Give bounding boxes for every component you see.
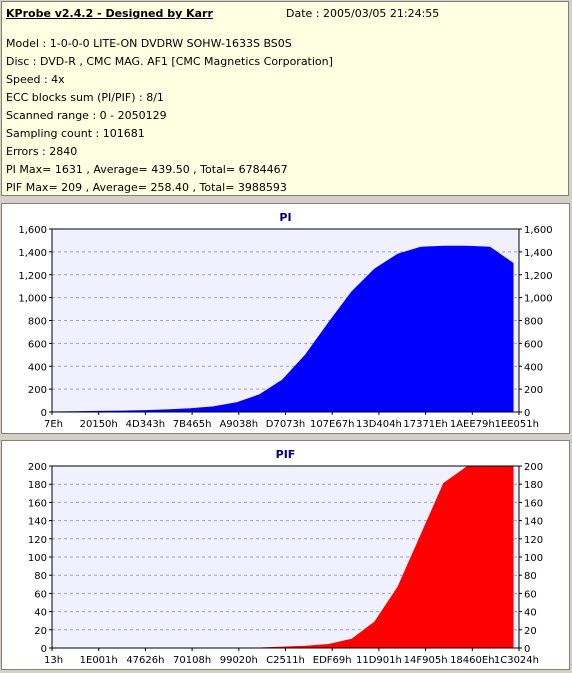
- pif-ytick-label-left: 20: [34, 626, 47, 637]
- pi-chart-panel: PI 0 0 200 200 400 400 600 600 800 800 1,000 1,000 1,…: [1, 203, 570, 434]
- ecc-line: ECC blocks sum (PI/PIF) : 8/1: [6, 91, 164, 104]
- pi-ytick-label-right: 400: [524, 362, 543, 373]
- pi-ytick-label-left: 1,600: [18, 225, 47, 236]
- pif-ytick-label-right: 180: [524, 480, 543, 491]
- pif-ytick-label-right: 40: [524, 608, 537, 619]
- pi-ytick-label-left: 1,200: [18, 271, 47, 282]
- range-line: Scanned range : 0 - 2050129: [6, 109, 167, 122]
- pif-ytick-label-left: 80: [34, 571, 47, 582]
- pi-xtick-label: 20150h: [80, 419, 118, 430]
- pif-ytick-label-right: 140: [524, 517, 543, 528]
- pif-xtick-label: 47626h: [126, 655, 164, 666]
- pif-ytick-label-left: 60: [34, 589, 47, 600]
- pi-xtick-label: 7Eh: [44, 419, 63, 430]
- pi-plot-border: [51, 228, 520, 413]
- pif-ytick-label-left: 40: [34, 608, 47, 619]
- pif-ytick-label-right: 200: [524, 462, 543, 473]
- pif-ytick-label-left: 100: [28, 553, 47, 564]
- pi-xtick-label: 17371Eh: [403, 419, 447, 430]
- pif-ytick-label-right: 60: [524, 589, 537, 600]
- sampling-line: Sampling count : 101681: [6, 127, 145, 140]
- pi-ytick-label-left: 0: [41, 408, 47, 419]
- pi-ytick-label-left: 1,000: [18, 294, 47, 305]
- scan-date: Date : 2005/03/05 21:24:55: [286, 7, 440, 20]
- pi-ytick-label-left: 200: [28, 385, 47, 396]
- pi-ytick-label-left: 1,400: [18, 248, 47, 259]
- pi-ytick-label-right: 1,200: [524, 271, 553, 282]
- pif-ytick-label-left: 160: [28, 498, 47, 509]
- pi-xtick-label: 1EE051h: [495, 419, 539, 430]
- pif-plot-border: [51, 465, 520, 649]
- pif-ytick-label-left: 180: [28, 480, 47, 491]
- pif-xtick-label: 1C3024h: [494, 655, 539, 666]
- pif-ytick-label-right: 160: [524, 498, 543, 509]
- pi-xtick-label: 107E67h: [310, 419, 354, 430]
- pi-ytick-label-right: 800: [524, 317, 543, 328]
- pi-ytick-label-right: 200: [524, 385, 543, 396]
- pi-xtick-label: 7B465h: [173, 419, 212, 430]
- pif-xtick-label: 99020h: [220, 655, 258, 666]
- pif-ytick-label-right: 0: [524, 644, 530, 655]
- pi-xtick-label: A9038h: [219, 419, 258, 430]
- pi-xtick-label: 1AEE79h: [450, 419, 495, 430]
- pi-ytick-label-left: 400: [28, 362, 47, 373]
- info-panel: KProbe v2.4.2 - Designed by Karr Date : …: [1, 1, 569, 196]
- pif-xtick-label: 13h: [44, 655, 63, 666]
- pif-ytick-label-left: 140: [28, 517, 47, 528]
- pi-ytick-label-left: 800: [28, 317, 47, 328]
- disc-line: Disc : DVD-R , CMC MAG. AF1 [CMC Magneti…: [6, 55, 333, 68]
- pif-ytick-label-right: 80: [524, 571, 537, 582]
- errors-line: Errors : 2840: [6, 145, 78, 158]
- pi-series-area: [51, 245, 514, 413]
- pif-ytick-label-left: 0: [41, 644, 47, 655]
- pi-stats-line: PI Max= 1631 , Average= 439.50 , Total= …: [6, 163, 288, 176]
- model-line: Model : 1-0-0-0 LITE-ON DVDRW SOHW-1633S…: [6, 37, 292, 50]
- pif-ytick-label-right: 100: [524, 553, 543, 564]
- pif-ytick-label-right: 120: [524, 535, 543, 546]
- speed-line: Speed : 4x: [6, 73, 65, 86]
- pif-xtick-label: 70108h: [173, 655, 211, 666]
- pi-ytick-label-right: 1,400: [524, 248, 553, 259]
- pif-xtick-label: 1E001h: [80, 655, 118, 666]
- pi-chart: PI 0 0 200 200 400 400 600 600 800 800 1,000 1,000 1,…: [18, 211, 553, 430]
- pi-ytick-label-left: 600: [28, 339, 47, 350]
- pif-ytick-label-left: 200: [28, 462, 47, 473]
- pi-ytick-label-right: 0: [524, 408, 530, 419]
- pi-ytick-label-right: 600: [524, 339, 543, 350]
- pi-ytick-label-right: 1,000: [524, 294, 553, 305]
- pif-chart-panel: PIF 0 0 20 20 40 40 60 60 80 80 100 100 120 120 140 140 1…: [1, 440, 570, 670]
- pi-xtick-label: 13D404h: [356, 419, 402, 430]
- pif-xtick-label: C2511h: [266, 655, 305, 666]
- pif-chart: PIF 0 0 20 20 40 40 60 60 80 80 100 100 120 120 140 140 1…: [28, 448, 543, 666]
- pif-chart-title: PIF: [276, 448, 296, 461]
- pif-xtick-label: 14F905h: [404, 655, 448, 666]
- pif-stats-line: PIF Max= 209 , Average= 258.40 , Total= …: [6, 181, 287, 194]
- pi-xtick-label: 4D343h: [126, 419, 166, 430]
- pif-ytick-label-right: 20: [524, 626, 537, 637]
- app-title: KProbe v2.4.2 - Designed by Karr: [6, 7, 213, 20]
- pif-xtick-label: 18460Eh: [450, 655, 494, 666]
- pi-xtick-label: D7073h: [266, 419, 306, 430]
- pi-chart-title: PI: [279, 211, 291, 224]
- pi-ytick-label-right: 1,600: [524, 225, 553, 236]
- pif-xtick-label: EDF69h: [313, 655, 352, 666]
- pif-ytick-label-left: 120: [28, 535, 47, 546]
- pif-xtick-label: 11D901h: [356, 655, 402, 666]
